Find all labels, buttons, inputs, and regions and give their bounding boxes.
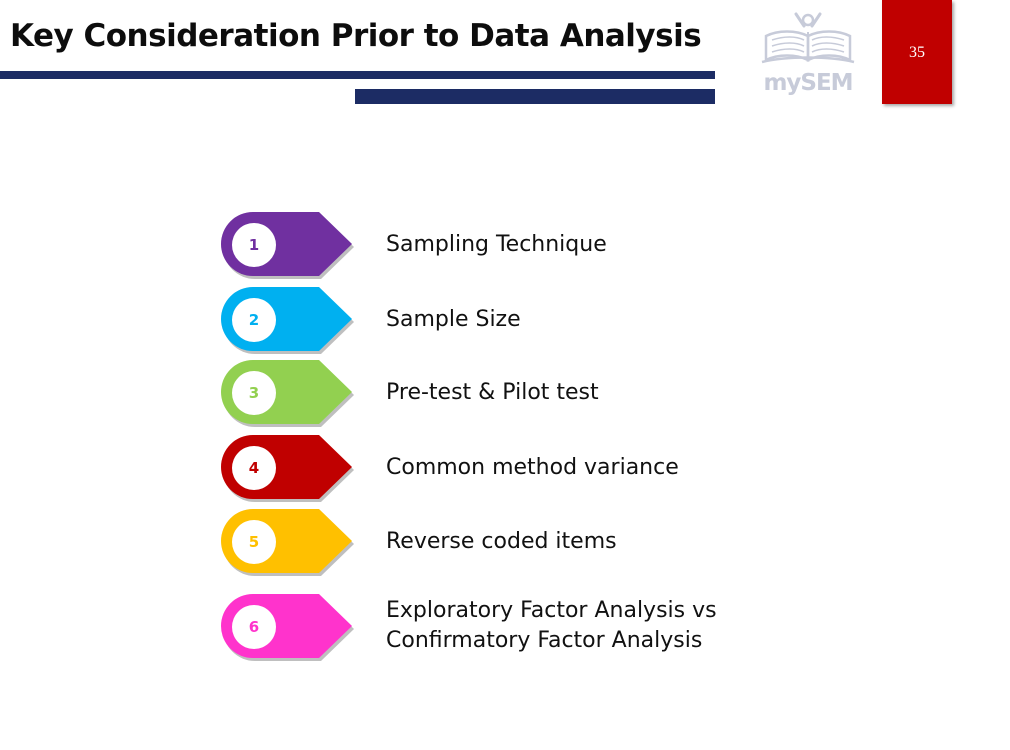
arrow-shape-icon	[221, 287, 354, 354]
list-item: 4 Common method variance	[221, 435, 786, 502]
item-number: 4	[248, 459, 260, 477]
list-item: 3 Pre-test & Pilot test	[221, 360, 786, 427]
page-number: 35	[909, 44, 925, 61]
arrow-shape-icon	[221, 594, 354, 661]
arrow-shape-icon	[221, 360, 354, 427]
item-number: 1	[248, 236, 260, 254]
item-number: 5	[248, 533, 260, 551]
item-number: 6	[248, 618, 260, 636]
page-number-box: 35	[882, 0, 952, 104]
number-arrow-badge: 4	[221, 435, 356, 502]
number-arrow-badge: 3	[221, 360, 356, 427]
item-label: Pre-test & Pilot test	[386, 380, 599, 405]
list-item: 5 Reverse coded items	[221, 509, 786, 576]
logo-text: mySEM	[763, 70, 853, 96]
header-bar-bottom	[355, 89, 715, 104]
item-label: Reverse coded items	[386, 529, 617, 554]
item-label: Exploratory Factor Analysis vs	[386, 598, 717, 623]
item-label: Sample Size	[386, 307, 521, 332]
arrow-shape-icon	[221, 435, 354, 502]
slide-title: Key Consideration Prior to Data Analysis	[10, 18, 702, 54]
item-label: Sampling Technique	[386, 232, 607, 257]
arrow-shape-icon	[221, 509, 354, 576]
list-item: 1 Sampling Technique	[221, 212, 786, 279]
item-number: 2	[248, 311, 260, 329]
item-label-line2: Confirmatory Factor Analysis	[386, 628, 703, 653]
item-number: 3	[248, 384, 260, 402]
arrow-shape-icon	[221, 212, 354, 279]
open-book-icon	[761, 12, 855, 64]
number-arrow-badge: 2	[221, 287, 356, 354]
list-item: 2 Sample Size	[221, 287, 786, 354]
item-label: Common method variance	[386, 455, 679, 480]
number-arrow-badge: 6	[221, 594, 356, 661]
header-bar-top	[0, 71, 715, 79]
list-item: 6 Exploratory Factor Analysis vs Confirmat…	[221, 594, 786, 661]
number-arrow-badge: 1	[221, 212, 356, 279]
mysem-logo: mySEM	[756, 10, 860, 98]
number-arrow-badge: 5	[221, 509, 356, 576]
